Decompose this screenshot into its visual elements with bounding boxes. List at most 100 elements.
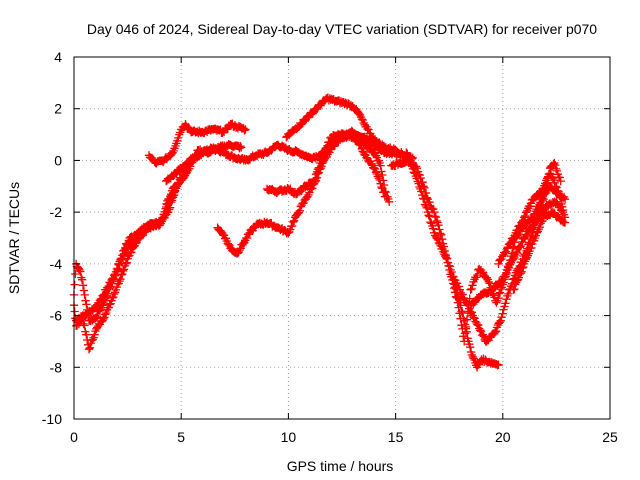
data-point bbox=[484, 277, 493, 287]
data-point bbox=[455, 285, 465, 294]
series-track bbox=[402, 148, 503, 372]
data-point bbox=[500, 302, 509, 311]
data-point bbox=[79, 319, 88, 329]
data-point bbox=[403, 149, 412, 158]
data-point bbox=[77, 275, 87, 284]
data-point bbox=[462, 327, 471, 336]
data-point bbox=[425, 212, 434, 221]
y-tick-label: 4 bbox=[54, 49, 62, 65]
data-point bbox=[474, 321, 483, 330]
data-point bbox=[119, 265, 129, 274]
x-tick-label: 5 bbox=[177, 429, 185, 445]
data-point bbox=[501, 247, 511, 256]
data-point bbox=[560, 195, 570, 204]
y-tick-label: -2 bbox=[50, 204, 63, 220]
data-point bbox=[370, 164, 380, 174]
series-track bbox=[494, 169, 570, 269]
data-point bbox=[504, 263, 514, 273]
data-point bbox=[514, 273, 524, 282]
data-point bbox=[81, 327, 90, 336]
data-point bbox=[516, 269, 525, 278]
data-point bbox=[106, 278, 115, 288]
data-point bbox=[117, 254, 126, 263]
data-point bbox=[377, 167, 386, 176]
data-point bbox=[520, 213, 529, 222]
x-axis-label: GPS time / hours bbox=[287, 458, 394, 474]
data-point bbox=[325, 148, 334, 157]
data-point bbox=[494, 294, 503, 303]
data-point bbox=[454, 282, 464, 291]
data-point bbox=[412, 174, 421, 183]
data-point bbox=[429, 224, 438, 233]
data-point bbox=[84, 345, 94, 354]
data-point bbox=[76, 267, 85, 276]
data-point bbox=[460, 316, 469, 325]
data-point bbox=[560, 218, 570, 227]
data-point bbox=[82, 330, 91, 339]
data-point bbox=[380, 192, 390, 201]
x-tick-label: 15 bbox=[388, 429, 404, 445]
data-point bbox=[519, 263, 528, 272]
data-point bbox=[244, 230, 254, 239]
data-point bbox=[423, 207, 432, 217]
data-point bbox=[314, 163, 324, 172]
data-point bbox=[470, 314, 479, 323]
data-point bbox=[75, 265, 84, 275]
data-point bbox=[463, 334, 472, 343]
data-point bbox=[288, 221, 297, 231]
data-point bbox=[538, 196, 547, 205]
data-point bbox=[441, 253, 451, 262]
data-point bbox=[377, 182, 386, 192]
data-point bbox=[376, 179, 385, 188]
data-point bbox=[468, 281, 477, 290]
series-track bbox=[162, 145, 212, 186]
data-point bbox=[419, 194, 429, 204]
data-point bbox=[82, 300, 91, 309]
data-point bbox=[236, 142, 245, 151]
data-point bbox=[379, 188, 389, 197]
data-point bbox=[438, 235, 447, 244]
data-point bbox=[447, 267, 456, 277]
data-point bbox=[121, 259, 130, 268]
x-tick-label: 0 bbox=[70, 429, 78, 445]
data-point bbox=[456, 301, 465, 310]
data-point bbox=[495, 288, 505, 297]
data-point bbox=[316, 156, 325, 165]
y-tick-label: -10 bbox=[42, 411, 62, 427]
data-point bbox=[417, 187, 426, 196]
data-point bbox=[445, 262, 454, 271]
x-tick-label: 20 bbox=[495, 429, 511, 445]
data-point bbox=[295, 206, 304, 215]
series-track bbox=[144, 119, 250, 168]
data-point bbox=[420, 183, 429, 192]
series-track bbox=[69, 126, 407, 354]
data-point bbox=[457, 321, 466, 330]
data-point bbox=[469, 354, 478, 363]
data-point bbox=[432, 234, 442, 243]
data-point bbox=[131, 239, 140, 248]
data-points bbox=[69, 93, 570, 372]
data-point bbox=[507, 279, 517, 288]
data-point bbox=[100, 313, 109, 322]
x-tick-label: 10 bbox=[281, 429, 297, 445]
data-point bbox=[490, 327, 500, 337]
series-track bbox=[466, 197, 567, 310]
data-point bbox=[78, 281, 88, 290]
data-point bbox=[457, 307, 466, 316]
data-point bbox=[554, 187, 563, 196]
data-point bbox=[79, 286, 89, 295]
data-point bbox=[429, 204, 438, 214]
data-point bbox=[414, 179, 423, 188]
data-point bbox=[527, 243, 536, 253]
data-point bbox=[102, 308, 111, 318]
y-tick-labels: -10 -8 -6 -4 -2 0 2 4 bbox=[42, 49, 62, 427]
data-point bbox=[558, 202, 567, 211]
data-point bbox=[132, 238, 141, 247]
data-point bbox=[551, 182, 560, 191]
axis-ticks bbox=[73, 56, 611, 420]
data-point bbox=[424, 211, 433, 220]
data-point bbox=[494, 360, 503, 369]
data-point bbox=[80, 321, 89, 330]
data-point bbox=[99, 290, 108, 300]
